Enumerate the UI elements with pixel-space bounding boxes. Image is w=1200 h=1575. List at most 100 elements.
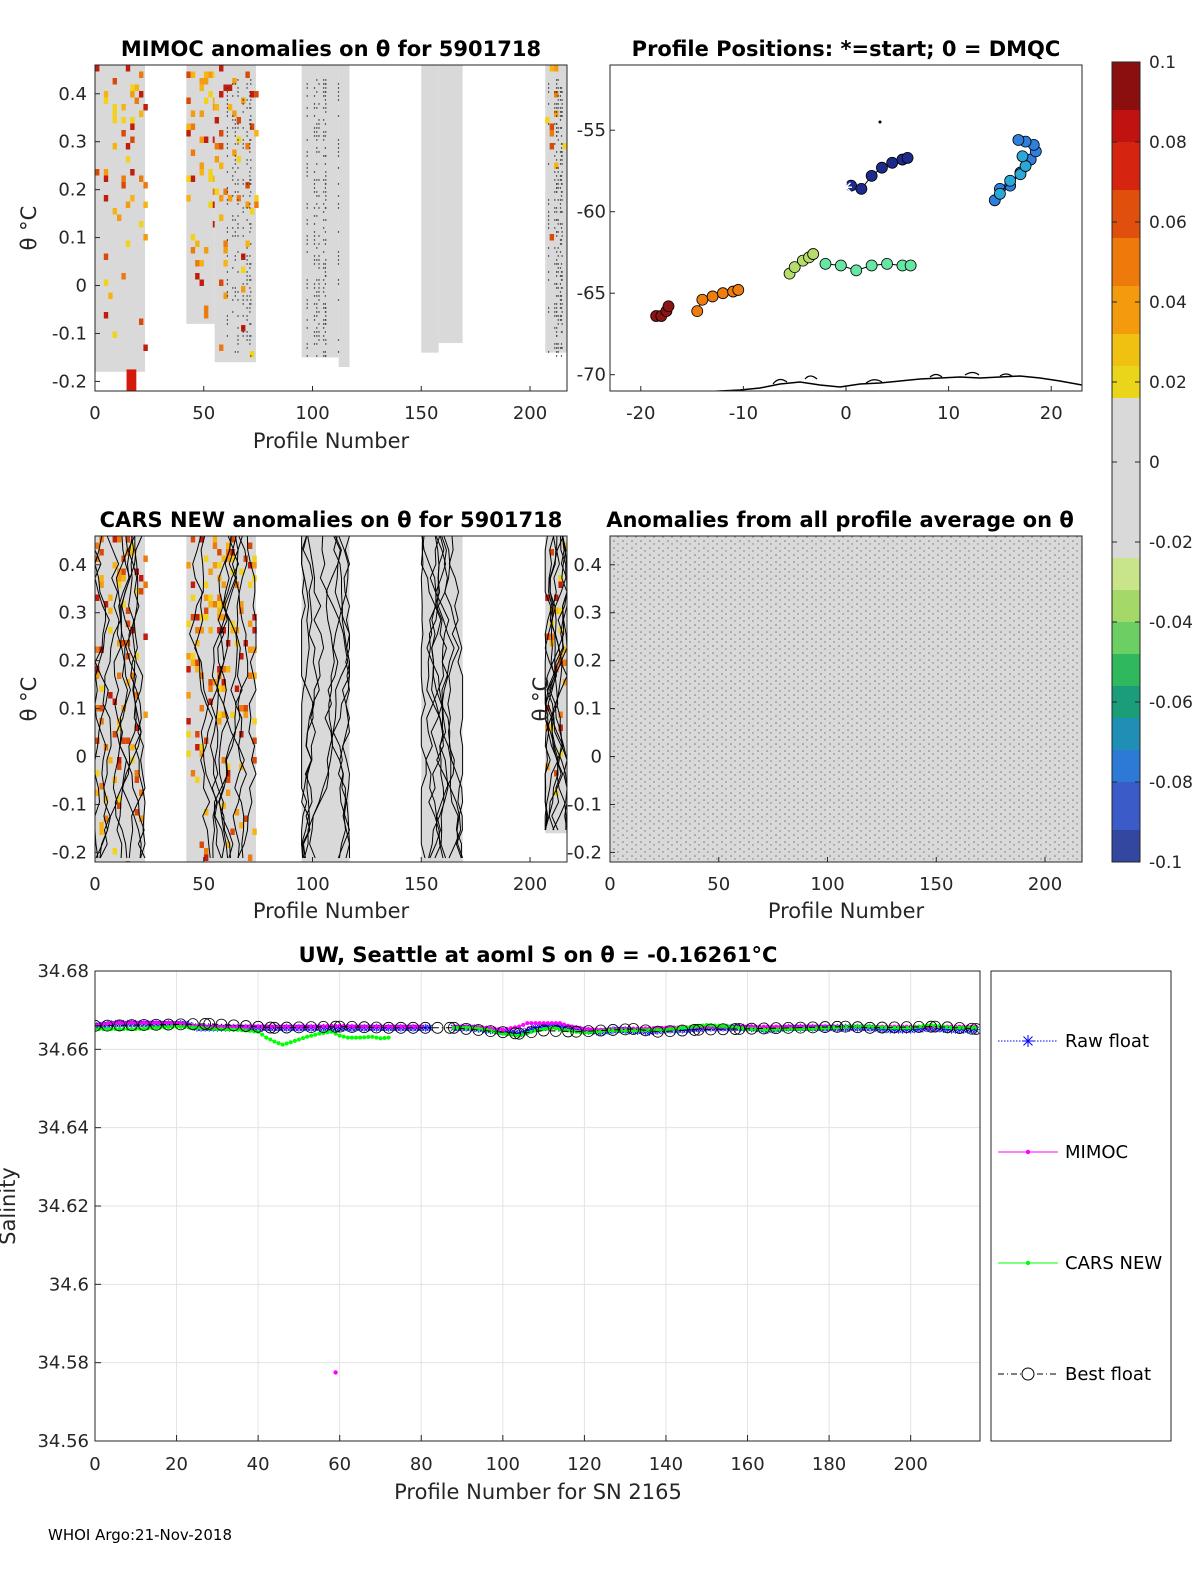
mimoc-dot	[555, 331, 558, 333]
cars-cell	[195, 776, 200, 783]
mimoc-dot	[559, 299, 562, 301]
mimoc-cell	[112, 331, 117, 338]
mimoc-point	[549, 1021, 554, 1026]
cars-contour	[319, 536, 350, 858]
colorbar-band	[1112, 206, 1140, 223]
cars-new-point	[341, 1034, 346, 1039]
colorbar-band	[1112, 158, 1140, 175]
mimoc-dot	[234, 171, 236, 173]
best-float-point	[407, 1021, 420, 1034]
mimoc-dot	[559, 111, 562, 113]
mimoc-dot	[554, 211, 556, 213]
cars-cell	[203, 607, 209, 614]
mimoc-dot	[237, 143, 239, 145]
mimoc-cell	[139, 91, 144, 98]
cars-new-point	[880, 1025, 885, 1030]
mimoc-dot	[557, 267, 559, 269]
mimoc-panel: MIMOC anomalies on θ for 5901718 0 50 100 1…	[17, 37, 568, 453]
mimoc-cell	[134, 84, 139, 91]
cars-new-point	[386, 1035, 391, 1040]
mimoc-dot	[547, 223, 550, 225]
mimoc-dot	[250, 263, 252, 265]
cars-cell	[212, 542, 218, 549]
mimoc-cell	[121, 117, 126, 124]
mimoc-dot	[547, 247, 550, 249]
mimoc-dot	[561, 163, 563, 165]
mimoc-dot	[323, 355, 325, 357]
mimoc-dot	[325, 319, 327, 321]
cars-cell	[117, 763, 122, 770]
mimoc-dot	[316, 151, 318, 153]
mimoc-dot	[306, 251, 308, 253]
mimoc-dot	[237, 91, 239, 93]
mimoc-dot	[234, 83, 236, 85]
colorbar-band	[1112, 542, 1140, 559]
mimoc-dot	[318, 291, 320, 293]
salinity-xtick-label: 0	[89, 1454, 100, 1475]
cars-contour	[544, 536, 564, 831]
salinity-ytick-label: 34.64	[37, 1118, 89, 1139]
cars-new-point	[296, 1037, 301, 1042]
cars-cell	[190, 653, 196, 660]
cars-cell	[99, 685, 104, 692]
cars-new-point	[529, 1029, 534, 1034]
mimoc-dot	[323, 139, 325, 141]
mimoc-dot	[323, 327, 325, 329]
cars-cell	[121, 555, 126, 562]
mimoc-dot	[323, 87, 325, 89]
salinity-xtick-label: 180	[812, 1454, 846, 1475]
mimoc-dot	[246, 283, 248, 285]
best-float-point	[582, 1025, 595, 1038]
mimoc-dot	[226, 315, 229, 317]
cars-cell	[190, 614, 196, 621]
mimoc-dot	[313, 95, 316, 97]
mimoc-dot	[560, 91, 563, 93]
mimoc-cell	[130, 84, 135, 91]
mimoc-dot	[242, 331, 244, 333]
cars-contour	[189, 536, 214, 859]
mimoc-dot	[561, 311, 563, 313]
cars-cell	[139, 815, 144, 822]
mimoc-dot	[232, 215, 234, 217]
mimoc-dot	[560, 183, 563, 185]
cars-cell	[108, 757, 113, 764]
mimoc-dot	[246, 299, 248, 301]
mimoc-dot	[559, 159, 562, 161]
mimoc-dot	[337, 299, 340, 301]
mimoc-dot	[337, 95, 340, 97]
mimoc-dot	[246, 135, 248, 137]
mimoc-dot	[556, 263, 558, 265]
mimoc-dot	[242, 143, 244, 145]
cars-cell	[247, 620, 253, 627]
mimoc-dot	[242, 303, 244, 305]
mimoc-dot	[554, 347, 556, 349]
cars-new-point	[247, 1028, 252, 1033]
legend-label: Raw float	[1065, 1031, 1149, 1052]
best-float-point	[101, 1019, 114, 1032]
mimoc-dot	[559, 239, 562, 241]
colorbar-band	[1112, 638, 1140, 655]
mimoc-dot	[313, 127, 316, 129]
colorbar-band	[1112, 302, 1140, 319]
mimoc-dot	[316, 79, 318, 81]
cars-cell	[243, 815, 248, 822]
mimoc-dot	[318, 283, 320, 285]
coastline	[704, 120, 1082, 391]
mimoc-cell	[186, 97, 191, 104]
mimoc-cell	[249, 208, 255, 215]
mimoc-dot	[246, 219, 248, 221]
mimoc-dot	[560, 151, 563, 153]
mimoc-dot	[554, 111, 556, 113]
mimoc-dot	[306, 203, 308, 205]
mimoc-dot	[556, 111, 558, 113]
profile-position-marker	[865, 259, 878, 272]
cars-cell	[217, 562, 222, 569]
mimoc-dot	[246, 339, 248, 341]
cars-contour	[552, 536, 567, 831]
profile-avg-axes-box	[609, 535, 1083, 863]
best-float-point	[537, 1024, 550, 1037]
positions-ytick-label: -55	[577, 120, 606, 141]
mimoc-dot	[242, 335, 244, 337]
cars-panel: CARS NEW anomalies on θ for 5901718 0 50 1…	[17, 508, 568, 923]
mimoc-dot	[323, 339, 325, 341]
